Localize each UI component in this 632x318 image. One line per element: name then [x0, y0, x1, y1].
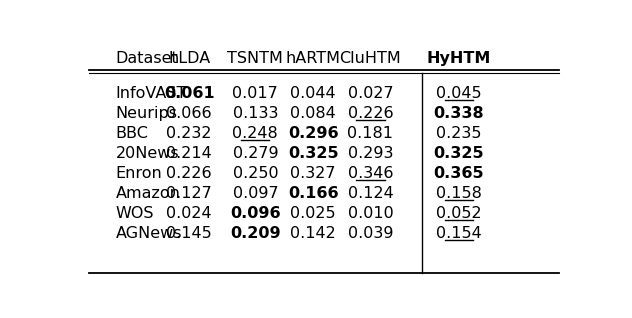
Text: WOS: WOS: [116, 206, 154, 221]
Text: 0.017: 0.017: [233, 86, 278, 101]
Text: 0.338: 0.338: [434, 106, 484, 121]
Text: 0.209: 0.209: [230, 226, 281, 241]
Text: InfoVAST: InfoVAST: [116, 86, 187, 101]
Text: 0.346: 0.346: [348, 166, 393, 181]
Text: 0.024: 0.024: [166, 206, 212, 221]
Text: Neurips: Neurips: [116, 106, 178, 121]
Text: TSNTM: TSNTM: [228, 52, 283, 66]
Text: 0.365: 0.365: [434, 166, 484, 181]
Text: 0.226: 0.226: [348, 106, 393, 121]
Text: BBC: BBC: [116, 126, 149, 141]
Text: 0.248: 0.248: [233, 126, 278, 141]
Text: 0.293: 0.293: [348, 146, 393, 161]
Text: 0.235: 0.235: [436, 126, 482, 141]
Text: Amazon: Amazon: [116, 186, 181, 201]
Text: 0.045: 0.045: [436, 86, 482, 101]
Text: 0.325: 0.325: [434, 146, 484, 161]
Text: 0.044: 0.044: [290, 86, 336, 101]
Text: 0.181: 0.181: [348, 126, 394, 141]
Text: 0.154: 0.154: [435, 226, 482, 241]
Text: 0.124: 0.124: [348, 186, 393, 201]
Text: 0.158: 0.158: [435, 186, 482, 201]
Text: 0.232: 0.232: [166, 126, 212, 141]
Text: hARTM: hARTM: [286, 52, 341, 66]
Text: 0.127: 0.127: [166, 186, 212, 201]
Text: 0.327: 0.327: [290, 166, 336, 181]
Text: hLDA: hLDA: [168, 52, 210, 66]
Text: 0.061: 0.061: [164, 86, 214, 101]
Text: 0.226: 0.226: [166, 166, 212, 181]
Text: 0.296: 0.296: [288, 126, 339, 141]
Text: CluHTM: CluHTM: [339, 52, 401, 66]
Text: HyHTM: HyHTM: [427, 52, 491, 66]
Text: 0.066: 0.066: [166, 106, 212, 121]
Text: 0.096: 0.096: [230, 206, 281, 221]
Text: Dataset: Dataset: [116, 52, 178, 66]
Text: 0.010: 0.010: [348, 206, 393, 221]
Text: 0.039: 0.039: [348, 226, 393, 241]
Text: 0.145: 0.145: [166, 226, 212, 241]
Text: 0.279: 0.279: [233, 146, 278, 161]
Text: 0.025: 0.025: [290, 206, 336, 221]
Text: 0.133: 0.133: [233, 106, 278, 121]
Text: 0.052: 0.052: [436, 206, 482, 221]
Text: 0.097: 0.097: [233, 186, 278, 201]
Text: 0.084: 0.084: [290, 106, 336, 121]
Text: 20News: 20News: [116, 146, 179, 161]
Text: 0.142: 0.142: [290, 226, 336, 241]
Text: 0.027: 0.027: [348, 86, 393, 101]
Text: 0.250: 0.250: [233, 166, 278, 181]
Text: Enron: Enron: [116, 166, 162, 181]
Text: AGNews: AGNews: [116, 226, 182, 241]
Text: 0.214: 0.214: [166, 146, 212, 161]
Text: 0.325: 0.325: [288, 146, 339, 161]
Text: 0.166: 0.166: [288, 186, 339, 201]
